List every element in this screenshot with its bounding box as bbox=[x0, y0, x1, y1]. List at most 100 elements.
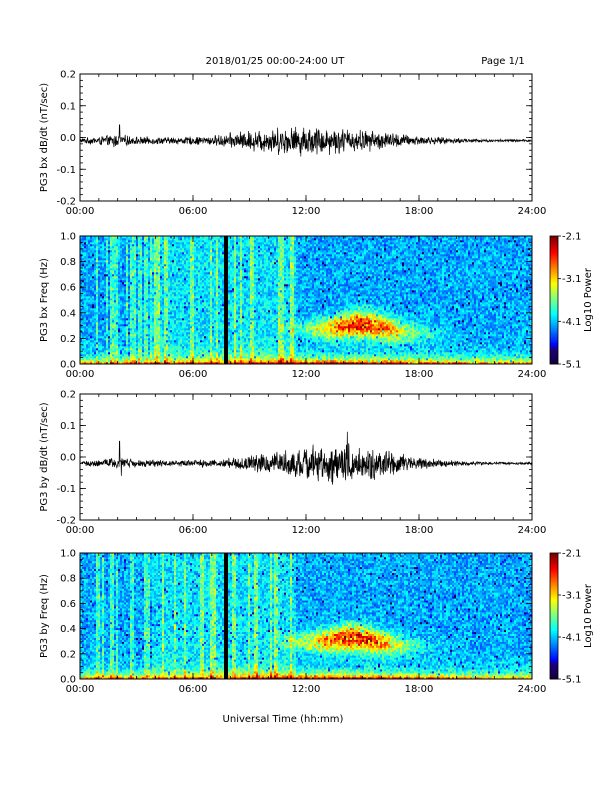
spectrogram-cell bbox=[130, 272, 132, 274]
spectrogram-cell bbox=[118, 354, 120, 356]
spectrogram-cell bbox=[188, 358, 190, 360]
spectrogram-cell bbox=[228, 254, 230, 256]
spectrogram-cell bbox=[128, 276, 130, 278]
spectrogram-cell bbox=[108, 332, 110, 334]
spectrogram-cell bbox=[204, 324, 206, 326]
spectrogram-cell bbox=[188, 322, 190, 324]
spectrogram-cell bbox=[198, 284, 200, 286]
spectrogram-cell bbox=[92, 360, 94, 362]
spectrogram-cell bbox=[134, 280, 136, 282]
spectrogram-cell bbox=[212, 360, 214, 362]
spectrogram-cell bbox=[144, 302, 146, 304]
spectrogram-cell bbox=[218, 352, 220, 354]
spectrogram-cell bbox=[166, 328, 168, 330]
spectrogram-cell bbox=[154, 310, 156, 312]
spectrogram-cell bbox=[154, 262, 156, 264]
spectrogram-cell bbox=[146, 356, 148, 358]
spectrogram-cell bbox=[228, 242, 230, 244]
spectrogram-cell bbox=[172, 326, 174, 328]
spectrogram-cell bbox=[206, 334, 208, 336]
spectrogram-cell bbox=[132, 304, 134, 306]
spectrogram-cell bbox=[134, 270, 136, 272]
spectrogram-cell bbox=[196, 272, 198, 274]
spectrogram-cell bbox=[210, 316, 212, 318]
spectrogram-cell bbox=[172, 278, 174, 280]
spectrogram-cell bbox=[188, 352, 190, 354]
spectrogram-cell bbox=[222, 354, 224, 356]
spectrogram-cell bbox=[166, 278, 168, 280]
spectrogram-cell bbox=[96, 294, 98, 296]
spectrogram-cell bbox=[138, 238, 140, 240]
spectrogram-cell bbox=[218, 326, 220, 328]
spectrogram-cell bbox=[94, 352, 96, 354]
spectrogram-cell bbox=[104, 294, 106, 296]
spectrogram-cell bbox=[124, 318, 126, 320]
spectrogram-cell bbox=[194, 280, 196, 282]
spectrogram-cell bbox=[94, 332, 96, 334]
spectrogram-cell bbox=[94, 256, 96, 258]
spectrogram-cell bbox=[198, 312, 200, 314]
spectrogram-cell bbox=[174, 342, 176, 344]
spectrogram-cell bbox=[176, 346, 178, 348]
spectrogram-cell bbox=[184, 308, 186, 310]
spectrogram-cell bbox=[214, 348, 216, 350]
spectrogram-cell bbox=[180, 292, 182, 294]
spectrogram-cell bbox=[224, 328, 226, 330]
spectrogram-cell bbox=[118, 318, 120, 320]
spectrogram-cell bbox=[108, 318, 110, 320]
spectrogram-cell bbox=[198, 350, 200, 352]
spectrogram-cell bbox=[122, 318, 124, 320]
spectrogram-cell bbox=[182, 278, 184, 280]
spectrogram-cell bbox=[114, 338, 116, 340]
spectrogram-cell bbox=[168, 246, 170, 248]
spectrogram-cell bbox=[92, 282, 94, 284]
spectrogram-cell bbox=[126, 298, 128, 300]
spectrogram-cell bbox=[216, 350, 218, 352]
spectrogram-cell bbox=[170, 280, 172, 282]
spectrogram-cell bbox=[174, 246, 176, 248]
spectrogram-cell bbox=[158, 272, 160, 274]
spectrogram-cell bbox=[196, 334, 198, 336]
spectrogram-cell bbox=[220, 246, 222, 248]
spectrogram-cell bbox=[230, 258, 232, 260]
spectrogram-cell bbox=[124, 274, 126, 276]
spectrogram-cell bbox=[140, 258, 142, 260]
spectrogram-cell bbox=[90, 252, 92, 254]
spectrogram-cell bbox=[144, 344, 146, 346]
spectrogram-cell bbox=[152, 270, 154, 272]
spectrogram-cell bbox=[162, 314, 164, 316]
spectrogram-cell bbox=[192, 342, 194, 344]
spectrogram-cell bbox=[100, 264, 102, 266]
spectrogram-cell bbox=[220, 352, 222, 354]
spectrogram-cell bbox=[216, 266, 218, 268]
spectrogram-cell bbox=[124, 322, 126, 324]
spectrogram-cell bbox=[178, 268, 180, 270]
spectrogram-cell bbox=[226, 294, 228, 296]
spectrogram-cell bbox=[98, 262, 100, 264]
spectrogram-cell bbox=[136, 336, 138, 338]
spectrogram-cell bbox=[172, 284, 174, 286]
spectrogram-cell bbox=[138, 266, 140, 268]
spectrogram-cell bbox=[134, 262, 136, 264]
spectrogram-cell bbox=[216, 290, 218, 292]
spectrogram-cell bbox=[118, 250, 120, 252]
spectrogram-cell bbox=[220, 328, 222, 330]
spectrogram-cell bbox=[226, 266, 228, 268]
spectrogram-cell bbox=[220, 278, 222, 280]
spectrogram-cell bbox=[110, 252, 112, 254]
spectrogram-cell bbox=[184, 264, 186, 266]
spectrogram-cell bbox=[212, 328, 214, 330]
spectrogram-cell bbox=[88, 272, 90, 274]
spectrogram-cell bbox=[224, 360, 226, 362]
spectrogram-cell bbox=[202, 266, 204, 268]
spectrogram-cell bbox=[134, 276, 136, 278]
spectrogram-cell bbox=[146, 288, 148, 290]
spectrogram-cell bbox=[186, 244, 188, 246]
spectrogram-cell bbox=[228, 354, 230, 356]
spectrogram-cell bbox=[86, 326, 88, 328]
spectrogram-cell bbox=[90, 282, 92, 284]
spectrogram-cell bbox=[104, 256, 106, 258]
spectrogram-cell bbox=[218, 300, 220, 302]
spectrogram-cell bbox=[142, 326, 144, 328]
spectrogram-cell bbox=[100, 250, 102, 252]
